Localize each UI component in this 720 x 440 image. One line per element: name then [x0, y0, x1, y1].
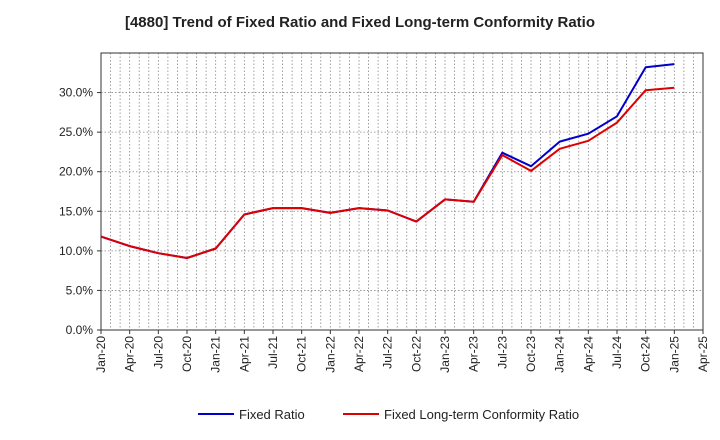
- x-tick-label: Oct-21: [295, 336, 309, 372]
- x-tick-label: Jul-24: [610, 336, 624, 369]
- chart-title: [4880] Trend of Fixed Ratio and Fixed Lo…: [124, 14, 596, 31]
- x-tick-label: Oct-24: [639, 336, 653, 372]
- plot-frame: [100, 52, 704, 331]
- x-tick-label: Jul-21: [266, 336, 280, 369]
- x-tick-label: Oct-22: [409, 336, 423, 372]
- y-tick-label: 25.0%: [59, 125, 93, 139]
- x-tick-label: Apr-24: [581, 336, 595, 372]
- x-tick-label: Jan-23: [438, 336, 452, 373]
- y-tick-label: 20.0%: [59, 165, 93, 179]
- legend-label: Fixed Ratio: [239, 407, 305, 422]
- y-tick-label: 10.0%: [59, 244, 93, 258]
- x-tick-label: Apr-23: [467, 336, 481, 372]
- x-tick-label: Jul-23: [495, 336, 509, 369]
- legend: Fixed Ratio Fixed Long-term Conformity Ra…: [198, 407, 579, 422]
- x-tick-label: Jan-20: [94, 336, 108, 373]
- y-tick-label: 30.0%: [59, 86, 93, 100]
- x-tick-label: Jan-21: [209, 336, 223, 373]
- x-tick-label: Jan-24: [553, 336, 567, 373]
- x-tick-label: Apr-20: [123, 336, 137, 372]
- series-layer: [100, 63, 675, 259]
- series-line-fixed-long-term-conformity-ratio: [100, 86, 675, 259]
- x-tick-label: Oct-20: [180, 336, 194, 372]
- x-tick-label: Jul-22: [381, 336, 395, 369]
- x-tick-label: Apr-21: [237, 336, 251, 372]
- x-tick-label: Apr-22: [352, 336, 366, 372]
- x-tick-label: Jan-25: [667, 336, 681, 373]
- x-tick-label: Apr-25: [696, 336, 710, 372]
- x-tick-label: Oct-23: [524, 336, 538, 372]
- x-tick-label: Jan-22: [323, 336, 337, 373]
- y-tick-label: 5.0%: [66, 283, 94, 297]
- legend-label: Fixed Long-term Conformity Ratio: [384, 407, 579, 422]
- axis-layer: 0.0% 5.0% 10.0% 15.0% 20.0% 25.0% 30.0% Jan-20 A…: [59, 52, 710, 373]
- x-tick-label: Jul-20: [151, 336, 165, 369]
- grid-layer: [100, 53, 704, 331]
- y-tick-label: 15.0%: [59, 204, 93, 218]
- y-tick-label: 0.0%: [66, 323, 94, 337]
